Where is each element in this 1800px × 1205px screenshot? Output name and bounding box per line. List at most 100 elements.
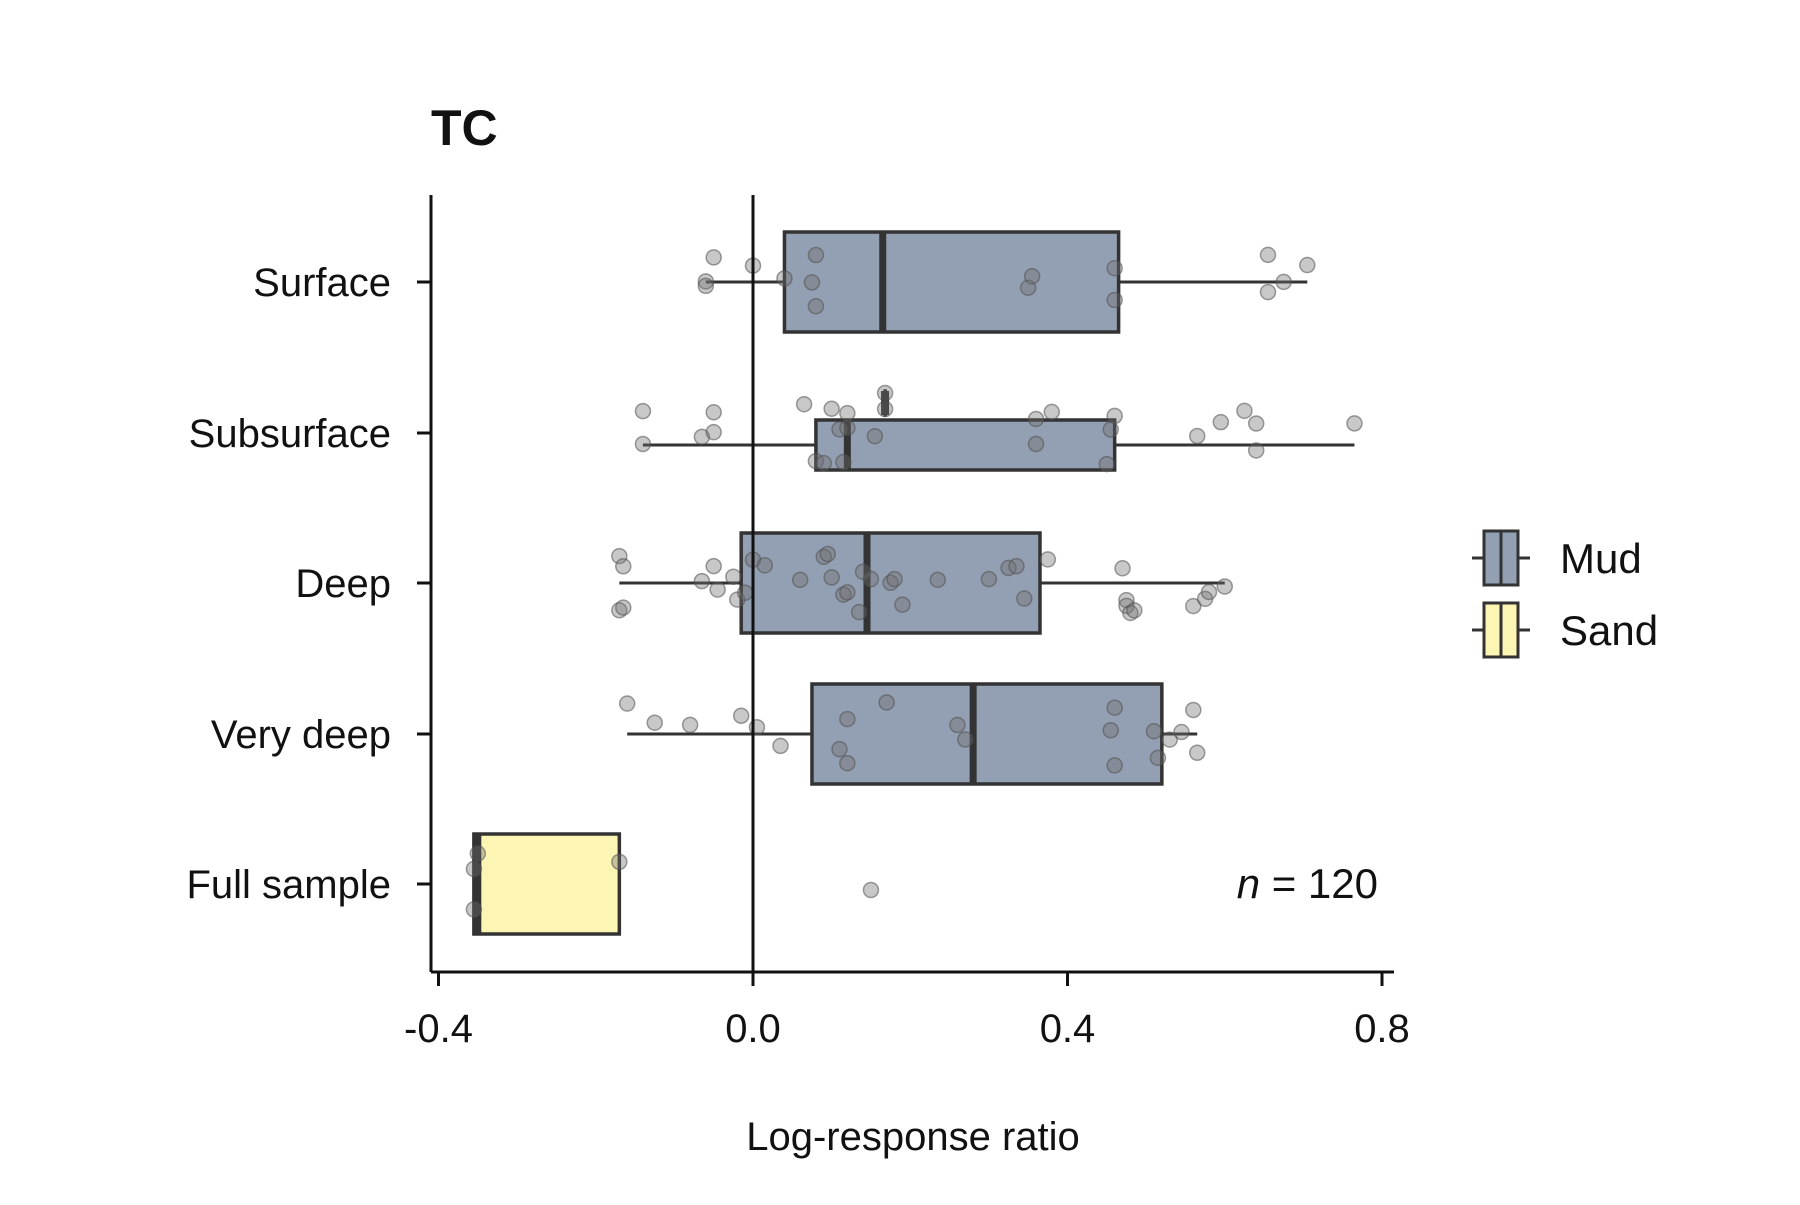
data-point-deep — [1017, 591, 1032, 606]
y-tick-label: Deep — [295, 562, 391, 606]
x-tick-label: -0.4 — [404, 1007, 473, 1051]
data-point-deep — [706, 559, 721, 574]
data-point-very-deep — [1107, 700, 1122, 715]
data-point-subsurface — [840, 420, 855, 435]
data-point-subsurface — [840, 406, 855, 421]
data-point-subsurface — [635, 404, 650, 419]
data-point-deep — [820, 547, 835, 562]
data-point-surface — [698, 278, 713, 293]
data-point-very-deep — [1107, 758, 1122, 773]
y-tick-label: Very deep — [211, 713, 391, 757]
data-point-subsurface — [1237, 403, 1252, 418]
data-point-subsurface — [1249, 416, 1264, 431]
data-point-deep — [887, 572, 902, 587]
data-point-very-deep — [840, 712, 855, 727]
data-point-deep — [616, 600, 631, 615]
box-surface — [784, 232, 1118, 332]
data-point-deep — [1217, 579, 1232, 594]
data-point-surface — [808, 248, 823, 263]
data-point-very-deep — [734, 708, 749, 723]
data-point-deep — [895, 597, 910, 612]
data-point-very-deep — [1186, 703, 1201, 718]
data-point-subsurface — [1249, 443, 1264, 458]
y-tick-label: Full sample — [186, 863, 391, 907]
data-point-subsurface — [836, 455, 851, 470]
data-point-subsurface — [1103, 422, 1118, 437]
data-point-full-sample — [466, 861, 481, 876]
data-point-subsurface — [1107, 408, 1122, 423]
data-point-very-deep — [1103, 723, 1118, 738]
data-point-deep — [616, 559, 631, 574]
data-point-very-deep — [832, 742, 847, 757]
data-point-deep — [738, 585, 753, 600]
data-point-subsurface — [1347, 416, 1362, 431]
data-point-full-sample — [470, 846, 485, 861]
data-point-deep — [1040, 552, 1055, 567]
legend-entry-mud: Mud — [1472, 531, 1642, 585]
data-point-very-deep — [1190, 745, 1205, 760]
data-point-deep — [930, 572, 945, 587]
data-point-very-deep — [950, 718, 965, 733]
data-point-subsurface — [1190, 429, 1205, 444]
data-point-surface — [1107, 293, 1122, 308]
data-point-surface — [808, 299, 823, 314]
data-point-very-deep — [1174, 725, 1189, 740]
data-point-deep — [793, 572, 808, 587]
x-axis-label: Log-response ratio — [746, 1115, 1080, 1159]
data-point-subsurface — [706, 405, 721, 420]
x-tick-label: 0.0 — [725, 1007, 781, 1051]
box-subsurface — [816, 420, 1115, 470]
legend-label-mud: Mud — [1560, 535, 1642, 582]
data-point-very-deep — [683, 717, 698, 732]
data-point-deep — [1127, 603, 1142, 618]
data-point-full-sample — [863, 883, 878, 898]
legend-label-sand: Sand — [1560, 607, 1658, 654]
x-tick-label: 0.8 — [1354, 1007, 1410, 1051]
data-point-deep — [863, 572, 878, 587]
data-point-very-deep — [1146, 724, 1161, 739]
data-point-deep — [710, 582, 725, 597]
data-point-very-deep — [647, 715, 662, 730]
data-point-deep — [1009, 559, 1024, 574]
data-point-deep — [1202, 584, 1217, 599]
box-full-sample — [474, 834, 619, 934]
data-point-very-deep — [958, 732, 973, 747]
data-point-deep — [694, 574, 709, 589]
data-point-subsurface — [816, 456, 831, 471]
data-point-deep — [1115, 561, 1130, 576]
data-point-subsurface — [706, 425, 721, 440]
data-point-deep — [981, 572, 996, 587]
data-point-surface — [1025, 269, 1040, 284]
data-point-surface — [1260, 247, 1275, 262]
data-point-subsurface — [1099, 457, 1114, 472]
data-point-very-deep — [620, 696, 635, 711]
data-point-deep — [824, 570, 839, 585]
data-point-subsurface — [1044, 404, 1059, 419]
data-point-surface — [777, 271, 792, 286]
data-point-very-deep — [1150, 750, 1165, 765]
data-point-very-deep — [773, 738, 788, 753]
legend-entry-sand: Sand — [1472, 603, 1658, 657]
data-point-deep — [757, 558, 772, 573]
data-point-surface — [1300, 258, 1315, 273]
data-point-subsurface — [867, 429, 882, 444]
data-point-deep — [726, 569, 741, 584]
x-tick-label: 0.4 — [1040, 1007, 1096, 1051]
data-point-subsurface — [1029, 411, 1044, 426]
data-point-subsurface — [878, 402, 893, 417]
data-point-subsurface — [878, 386, 893, 401]
data-point-surface — [804, 275, 819, 290]
data-point-surface — [1276, 274, 1291, 289]
y-tick-label: Subsurface — [189, 412, 391, 456]
data-point-full-sample — [466, 902, 481, 917]
data-point-very-deep — [840, 756, 855, 771]
data-point-subsurface — [824, 401, 839, 416]
data-point-full-sample — [612, 854, 627, 869]
data-point-surface — [1107, 261, 1122, 276]
data-point-deep — [852, 605, 867, 620]
chart-title: TC — [431, 100, 498, 156]
data-point-surface — [1260, 285, 1275, 300]
data-point-subsurface — [1213, 415, 1228, 430]
